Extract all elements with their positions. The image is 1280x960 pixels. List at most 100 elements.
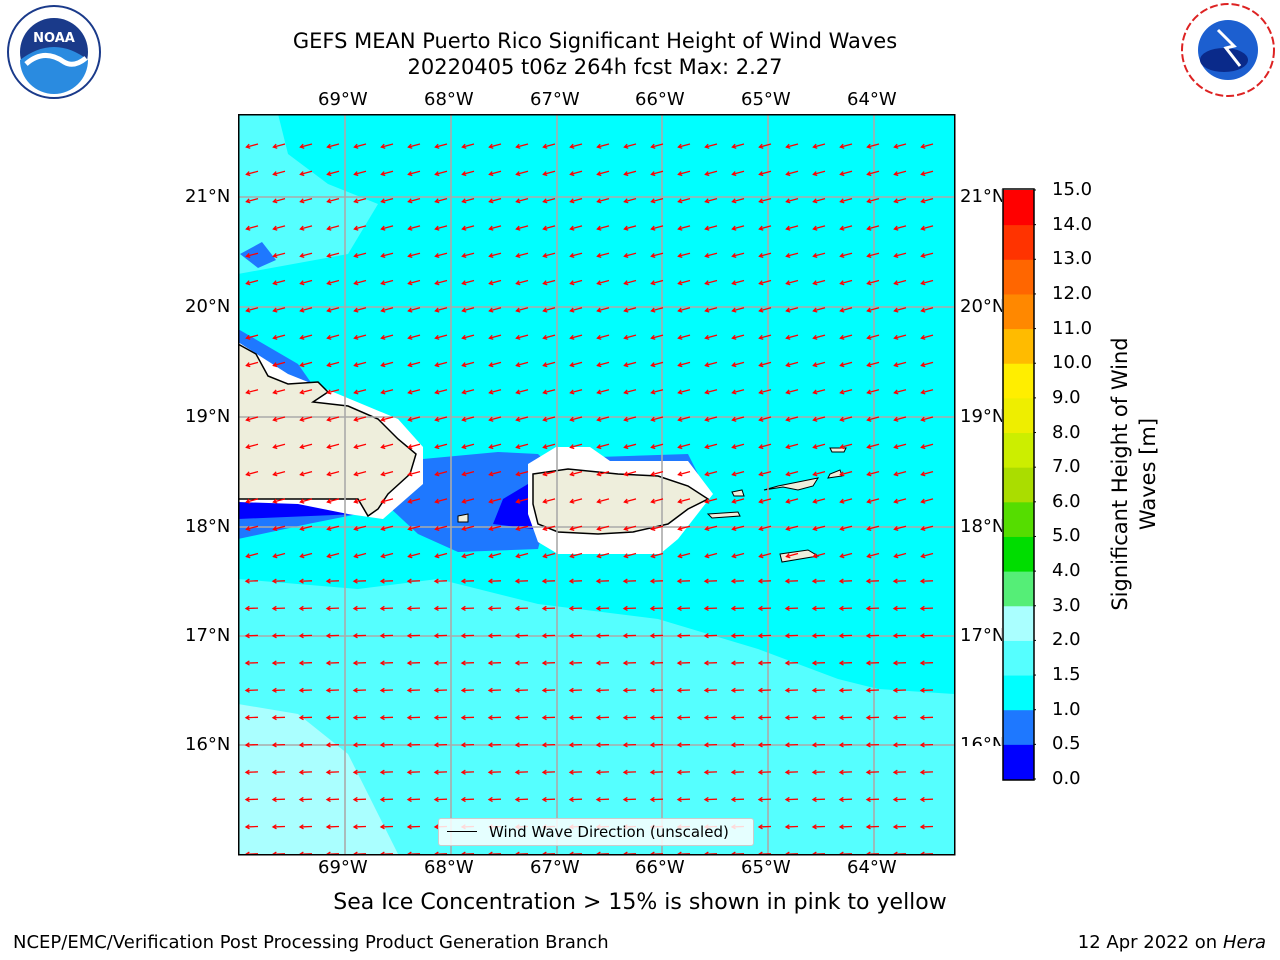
wind-wave-arrowhead [380,143,386,149]
wind-wave-arrowhead [731,225,737,231]
wind-wave-arrow [813,443,826,449]
wind-wave-arrow [273,252,286,257]
wind-wave-arrowhead [272,198,278,204]
wind-wave-arrow [570,443,583,449]
wind-wave-arrow [624,252,637,257]
wind-wave-arrow [732,143,745,148]
wind-wave-arrowhead [650,444,656,450]
wind-wave-arrowhead [245,553,251,559]
wind-wave-arrow [408,389,421,394]
wind-wave-arrowhead [704,334,710,340]
wind-wave-arrowhead [596,307,602,313]
wind-wave-arrowhead [920,362,926,368]
wind-wave-arrow [327,225,340,230]
wind-wave-arrowhead [569,198,575,204]
wind-wave-arrowhead [380,334,386,340]
wind-wave-arrow [327,470,340,476]
wind-wave-arrow [300,197,313,203]
wind-wave-arrowhead [326,851,331,854]
wind-wave-arrow [786,252,799,257]
wind-wave-arrow [435,389,448,394]
wind-wave-arrowhead [271,824,277,830]
wind-wave-arrow [327,525,340,530]
wind-wave-arrowhead [731,171,737,177]
wind-wave-arrow [246,498,259,503]
wind-wave-arrowhead [461,171,467,177]
wind-wave-arrowhead [380,198,386,204]
wind-wave-arrowhead [272,389,278,395]
wind-wave-arrowhead [298,742,304,748]
lon-tick-bottom: 67°W [530,857,580,878]
wind-wave-arrowhead [244,605,250,612]
wind-wave-arrow [840,443,853,449]
wind-wave-arrowhead [245,362,251,368]
map-frame [238,114,956,856]
wind-wave-arrowhead [515,334,521,340]
wind-wave-arrowhead [920,553,926,559]
wind-wave-arrowhead [730,660,736,666]
wind-wave-arrowhead [352,578,358,584]
wind-wave-arrowhead [920,171,926,177]
wind-wave-arrowhead [487,796,493,803]
wind-wave-arrow [624,361,637,367]
wind-wave-arrow [408,552,421,558]
colorbar-segment [1003,605,1034,641]
wind-wave-arrowhead [919,824,925,830]
wind-wave-arrowhead [326,471,332,477]
wind-wave-arrow [813,470,826,476]
wind-wave-arrow [894,279,907,285]
wind-wave-arrowhead [460,660,466,666]
wind-wave-arrowhead [488,362,494,368]
wind-wave-arrowhead [244,769,250,775]
colorbar-segment [1003,467,1034,503]
wind-wave-arrowhead [622,796,628,803]
wind-wave-arrowhead [244,714,250,721]
wind-wave-arrowhead [568,687,574,693]
wind-wave-arrowhead [839,525,845,532]
wind-wave-arrowhead [595,796,601,803]
wind-wave-arrowhead [542,307,548,313]
wind-wave-arrowhead [245,171,251,177]
wind-wave-arrowhead [596,498,602,504]
wind-wave-arrowhead [487,687,493,693]
wind-wave-arrowhead [487,605,493,612]
wind-wave-arrowhead [488,553,494,559]
wind-wave-arrow [246,225,259,230]
wind-wave-arrow [624,498,637,503]
wind-wave-arrowhead [245,225,251,231]
wind-wave-arrowhead [298,605,304,612]
wind-wave-arrowhead [299,444,305,450]
wind-wave-arrowhead [865,714,871,721]
wind-wave-arrow [786,279,799,285]
wind-wave-arrowhead [649,769,655,775]
wind-wave-arrowhead [623,444,629,450]
wind-wave-arrow [867,389,880,394]
wind-wave-arrowhead [380,389,386,395]
wind-wave-arrowhead [677,471,683,477]
wind-wave-arrow [381,225,394,230]
wind-wave-arrowhead [623,307,629,313]
wind-wave-arrowhead [407,307,413,313]
wind-wave-arrow [381,334,394,339]
wind-wave-arrow [516,334,529,339]
wind-wave-arrowhead [595,742,601,748]
wind-wave-arrowhead [839,389,845,395]
lon-tick-top: 68°W [424,89,474,110]
wind-wave-arrowhead [245,851,250,854]
wind-wave-arrowhead [812,143,818,149]
wind-wave-arrow [840,416,853,421]
wind-wave-arrowhead [758,525,764,532]
lat-tick-right: 16°N [960,734,1002,746]
wind-wave-arrow [813,552,826,558]
wind-wave-arrow [597,170,610,176]
wind-wave-arrow [732,252,745,257]
wind-wave-arrowhead [487,633,493,639]
wind-wave-arrowhead [677,498,683,504]
wind-wave-arrowhead [487,769,493,775]
wind-wave-arrow [705,279,718,285]
wind-wave-arrow [867,225,880,230]
wind-wave-arrowhead [839,252,845,259]
wind-wave-arrowhead [406,605,412,612]
wind-wave-arrowhead [299,553,305,559]
wind-wave-arrowhead [434,498,440,504]
